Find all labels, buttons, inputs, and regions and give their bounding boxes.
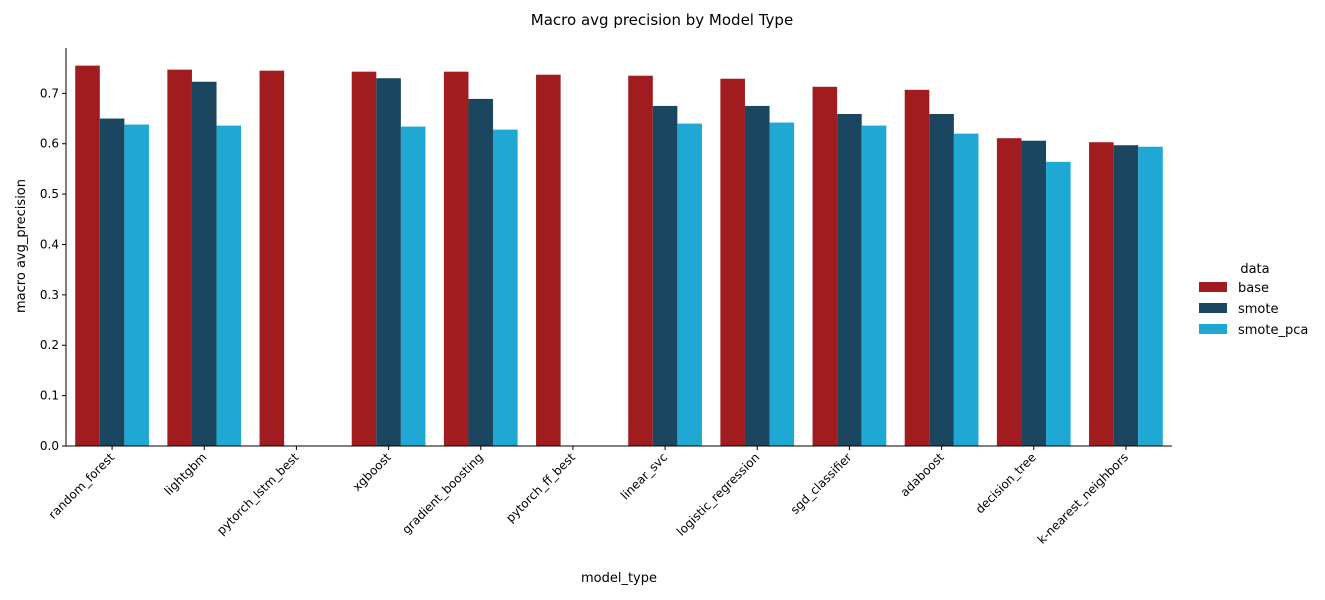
y-tick-label: 0.7: [40, 86, 59, 100]
bar-smote_pca-adaboost: [953, 133, 979, 446]
x-tick-label: random_forest: [46, 450, 118, 522]
bar-smote_pca-lightgbm: [216, 125, 242, 446]
bar-smote_pca-logistic_regression: [769, 122, 795, 446]
bar-smote_pca-random_forest: [124, 124, 149, 446]
y-tick-label: 0.2: [40, 338, 59, 352]
bar-smote-k-nearest_neighbors: [1113, 145, 1139, 447]
x-tick-label: pytorch_lstm_best: [214, 450, 302, 538]
bar-smote_pca-sgd_classifier: [861, 125, 887, 446]
legend-title: data: [1240, 262, 1269, 277]
bar-smote_pca-linear_svc: [677, 123, 702, 446]
legend-swatch-smote_pca: [1199, 324, 1227, 334]
bar-smote_pca-decision_tree: [1046, 161, 1071, 447]
bar-smote_pca-gradient_boosting: [493, 129, 518, 446]
y-tick-label: 0.0: [40, 439, 59, 453]
legend-swatch-base: [1199, 282, 1227, 292]
bar-smote_pca-xgboost: [400, 126, 426, 446]
bar-smote-xgboost: [376, 78, 401, 446]
y-tick-label: 0.6: [40, 137, 59, 151]
x-tick-label: decision_tree: [973, 450, 1039, 516]
x-axis: random_forest lightgbm pytorch_lstm_best xg…: [46, 445, 1172, 547]
bar-base-linear_svc: [628, 75, 653, 447]
chart-title: Macro avg precision by Model Type: [531, 11, 793, 29]
bar-smote-lightgbm: [191, 81, 217, 446]
y-tick-label: 0.1: [40, 389, 59, 403]
bar-base-pytorch_lstm_best: [259, 70, 285, 447]
legend-label-smote_pca: smote_pca: [1238, 323, 1308, 338]
x-tick-label: lightgbm: [162, 450, 210, 498]
x-axis-label: model_type: [581, 571, 657, 586]
x-tick-label: sgd_classifier: [788, 450, 855, 517]
x-tick-label: gradient_boosting: [399, 450, 486, 537]
legend-swatch-smote: [1199, 303, 1227, 313]
legend-label-smote: smote: [1238, 302, 1279, 317]
x-tick-label: xgboost: [350, 450, 394, 494]
bar-base-adaboost: [904, 89, 930, 446]
bar-smote-linear_svc: [652, 105, 678, 446]
x-tick-label: logistic_regression: [674, 450, 762, 538]
bar-base-sgd_classifier: [812, 86, 838, 446]
bar-base-random_forest: [75, 65, 100, 446]
bar-smote-adaboost: [929, 114, 954, 446]
y-tick-label: 0.5: [40, 187, 59, 201]
y-axis-label: macro avg_precision: [14, 179, 29, 313]
bar-smote-gradient_boosting: [468, 98, 494, 446]
bar-smote-logistic_regression: [744, 105, 770, 446]
y-axis: 0.0 0.1 0.2 0.3 0.4 0.5 0.6 0.7: [40, 48, 67, 453]
bar-smote-decision_tree: [1021, 140, 1047, 446]
x-tick-label: k-nearest_neighbors: [1035, 450, 1131, 546]
bars: [75, 65, 1163, 447]
bar-smote-random_forest: [99, 118, 125, 446]
x-tick-label: linear_svc: [618, 450, 670, 502]
bar-smote-sgd_classifier: [837, 114, 862, 446]
bar-base-gradient_boosting: [443, 71, 469, 447]
bar-base-pytorch_ff_best: [536, 74, 561, 446]
y-tick-label: 0.3: [40, 288, 59, 302]
bar-base-lightgbm: [167, 69, 192, 446]
x-tick-label: pytorch_ff_best: [503, 450, 578, 525]
y-tick-label: 0.4: [40, 237, 59, 251]
bar-base-xgboost: [351, 71, 377, 447]
bar-base-logistic_regression: [720, 78, 745, 446]
x-tick-label: adaboost: [897, 450, 946, 499]
legend: data base smote smote_pca: [1199, 262, 1308, 338]
bar-base-decision_tree: [996, 138, 1022, 446]
bar-smote_pca-k-nearest_neighbors: [1138, 146, 1163, 447]
bar-base-k-nearest_neighbors: [1089, 142, 1114, 446]
legend-label-base: base: [1238, 281, 1269, 296]
